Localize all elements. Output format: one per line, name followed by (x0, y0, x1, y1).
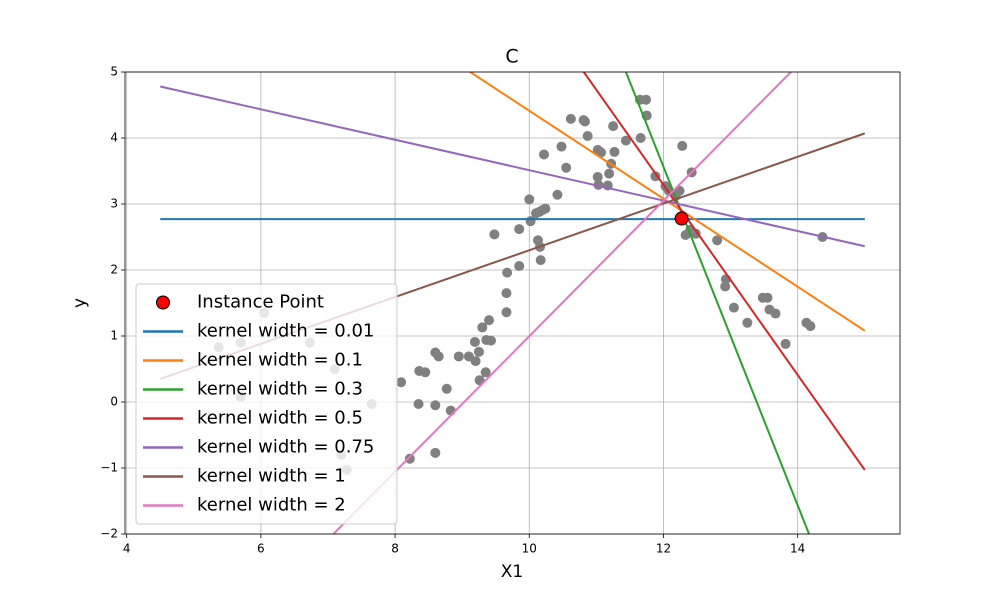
scatter-point (762, 292, 773, 303)
fit-line (468, 72, 866, 332)
scatter-point (552, 189, 563, 200)
scatter-point (470, 356, 481, 367)
legend-marker (156, 295, 170, 310)
y-tick-label: 1 (110, 329, 118, 343)
fit-line (332, 72, 793, 534)
scatter-point (641, 94, 652, 105)
scatter-point (420, 367, 431, 378)
x-axis-label: X1 (501, 562, 523, 582)
scatter-point (535, 255, 546, 266)
x-tick-label: 4 (123, 542, 131, 556)
legend-label: kernel width = 1 (197, 466, 346, 487)
scatter-point (604, 168, 615, 179)
scatter-point (441, 383, 452, 394)
y-tick-label: 2 (110, 263, 118, 277)
y-axis-label: y (70, 298, 90, 308)
scatter-point (690, 228, 701, 239)
scatter-point (477, 322, 488, 333)
legend-box (135, 283, 398, 525)
scatter-point (480, 367, 491, 378)
x-tick-label: 14 (790, 542, 805, 556)
scatter-point (501, 288, 512, 299)
scatter-point (579, 116, 590, 127)
axes-frame (124, 71, 901, 535)
y-tick-label: −1 (100, 461, 118, 475)
scatter-point (489, 229, 500, 240)
scatter-point (430, 400, 441, 411)
scatter-point (514, 261, 525, 272)
x-tick-label: 6 (257, 542, 265, 556)
scatter-point (561, 162, 572, 173)
legend-label: kernel width = 2 (197, 495, 346, 516)
scatter-point (540, 203, 551, 214)
scatter-point (582, 131, 593, 142)
y-tick-label: −2 (100, 527, 118, 541)
y-tick-label: 4 (110, 131, 118, 145)
scatter-point (404, 453, 415, 464)
scatter-point (592, 171, 603, 182)
legend-label: kernel width = 0.3 (197, 379, 363, 400)
chart-title: C (505, 46, 518, 68)
legend-label: kernel width = 0.01 (197, 321, 374, 342)
scatter-point (430, 447, 441, 458)
fit-line (160, 85, 865, 248)
plot-area (159, 72, 866, 534)
scatter-point (473, 346, 484, 357)
scatter-point (720, 281, 731, 292)
scatter-point (565, 113, 576, 124)
y-tick-label: 5 (110, 65, 118, 79)
x-tick-label: 8 (391, 542, 399, 556)
legend-label: kernel width = 0.1 (197, 350, 363, 371)
scatter-point (609, 146, 620, 157)
legend-label: kernel width = 0.5 (197, 408, 363, 429)
x-tick-label: 12 (656, 542, 671, 556)
x-tick-label: 10 (522, 542, 537, 556)
fit-line (624, 72, 811, 534)
scatter-point (742, 317, 753, 328)
legend-label: Instance Point (197, 292, 324, 313)
scatter-point (501, 307, 512, 318)
scatter-point (453, 351, 464, 362)
scatter-point (502, 267, 513, 278)
legend-label: kernel width = 0.75 (197, 437, 374, 458)
scatter-point (484, 315, 495, 326)
scatter-point (677, 140, 688, 151)
scatter-point (728, 302, 739, 313)
scatter-point (805, 321, 816, 332)
instance-point (674, 211, 689, 226)
scatter-point (469, 336, 480, 347)
scatter-point (413, 398, 424, 409)
fit-line (582, 72, 866, 471)
scatter-point (770, 308, 781, 319)
legend: Instance Point kernel width = 0.01 kernel … (135, 283, 398, 525)
y-tick-label: 0 (110, 395, 118, 409)
scatter-point (780, 338, 791, 349)
scatter-point (524, 194, 535, 205)
scatter-point (486, 335, 497, 346)
scatter-point (396, 377, 407, 388)
scatter-point (608, 121, 619, 132)
scatter-point (556, 141, 567, 152)
scatter-point (712, 235, 723, 246)
y-tick-label: 3 (110, 197, 118, 211)
scatter-point (635, 133, 646, 143)
scatter-point (539, 149, 550, 160)
scatter-point (620, 135, 631, 146)
scatter-point (433, 351, 444, 362)
scatter-point (650, 171, 661, 182)
scatter-point (514, 224, 525, 235)
